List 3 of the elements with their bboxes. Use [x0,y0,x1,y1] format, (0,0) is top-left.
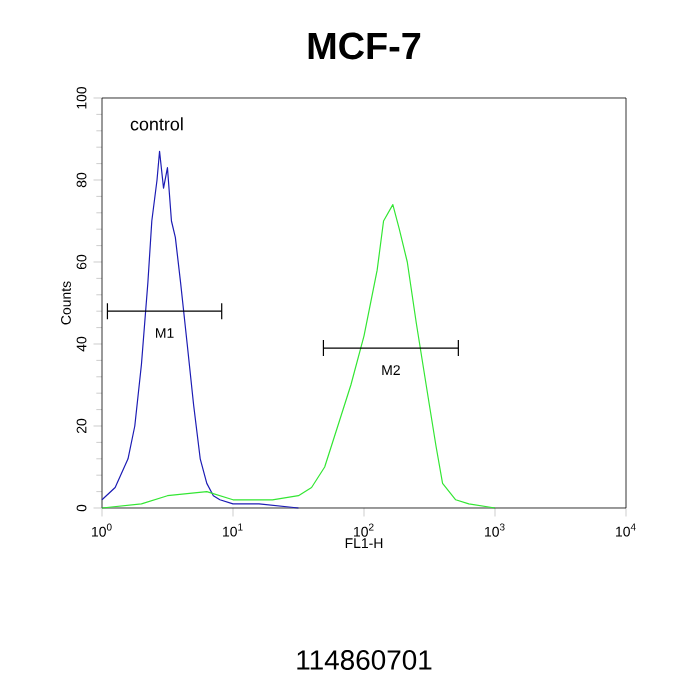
chart-title: MCF-7 [308,32,421,60]
text: 114860701 [297,650,432,670]
annotation: control [130,117,183,131]
